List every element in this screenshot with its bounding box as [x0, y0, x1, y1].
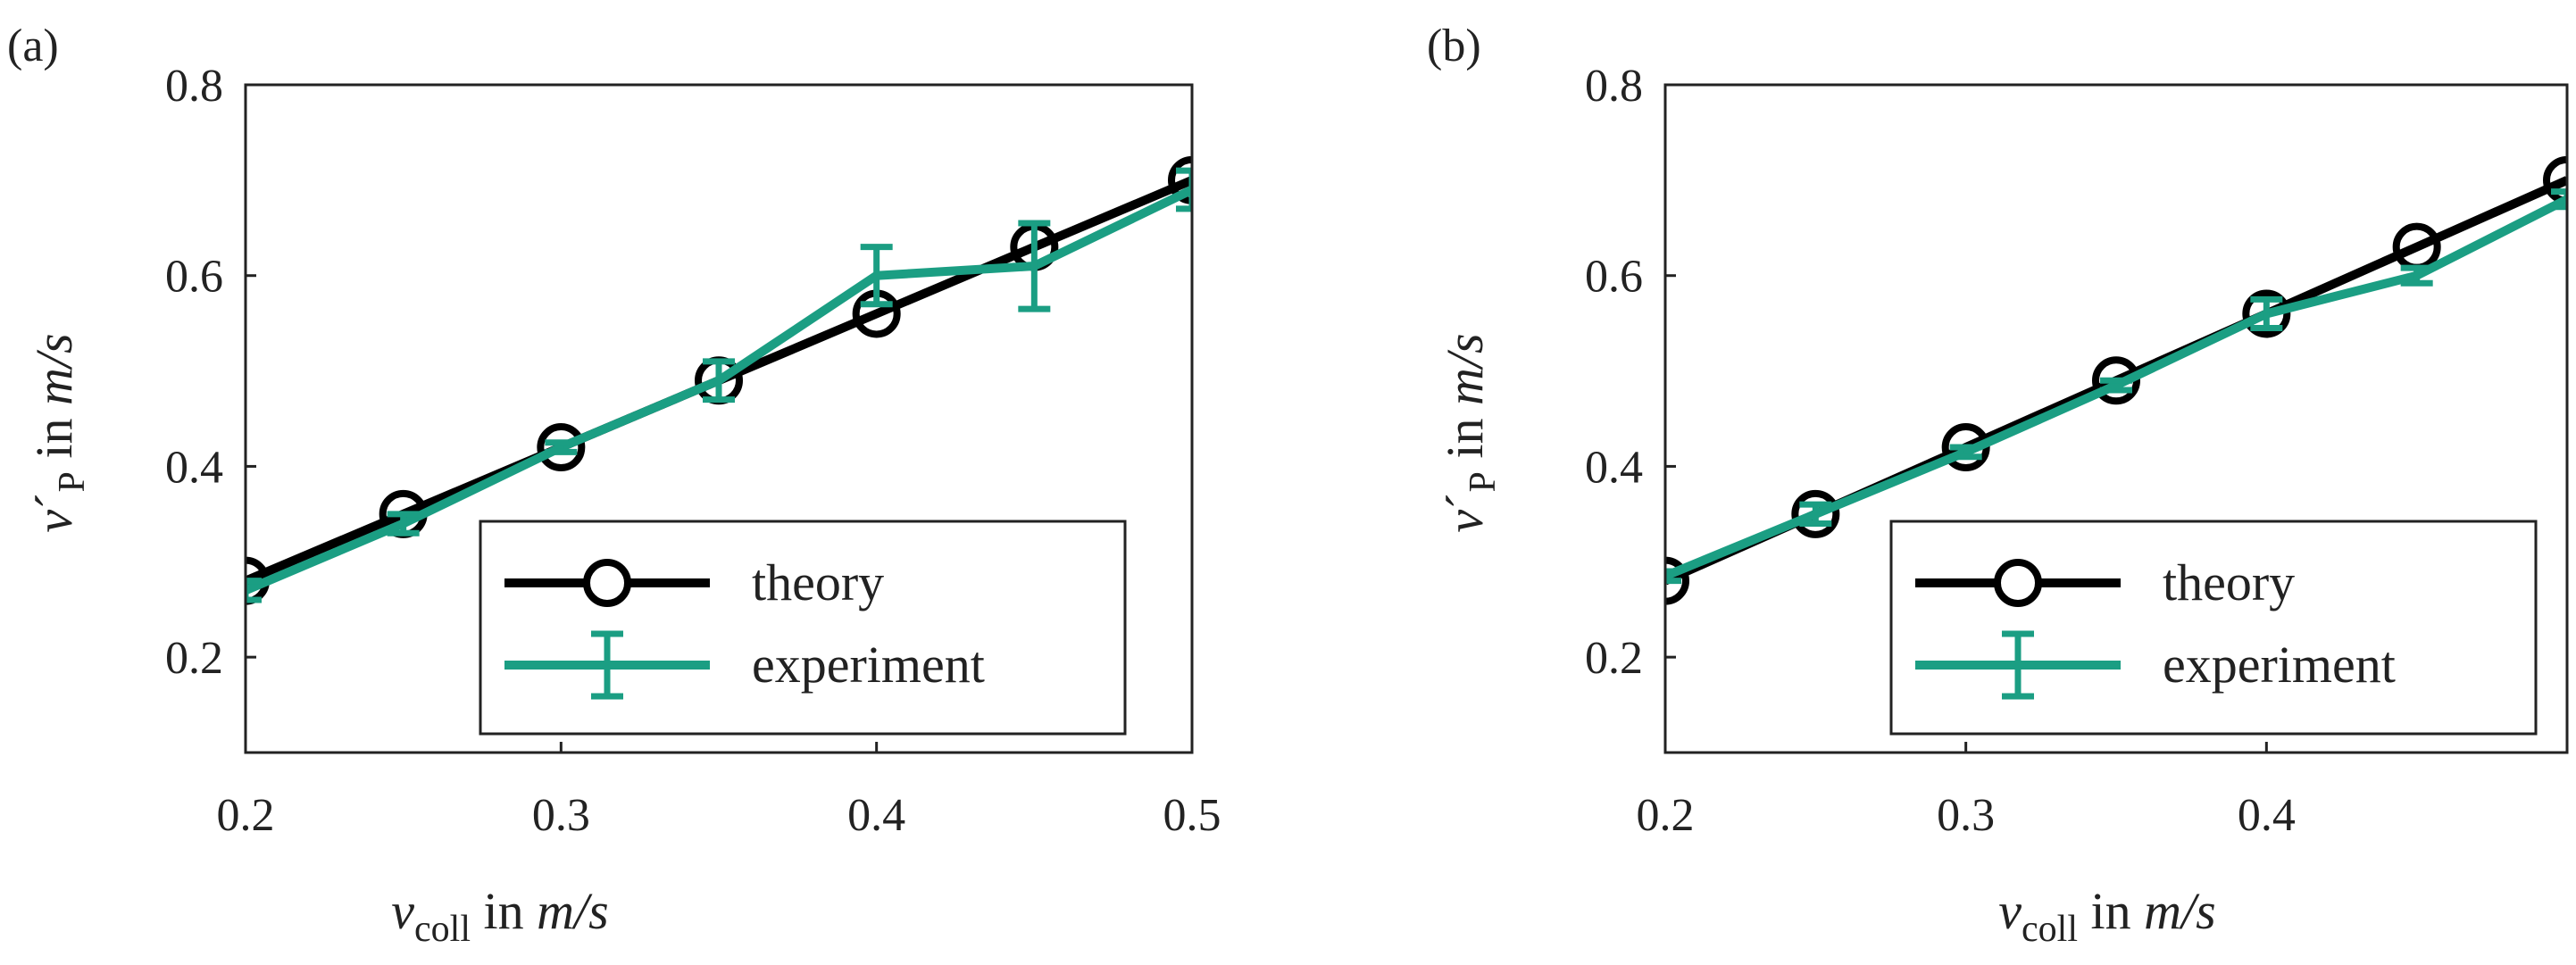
- panel-b: (b) v´P in m/s vcoll in m/s 0.2 0.3 0.4 …: [1427, 21, 2569, 950]
- panel-b-legend-theory-label: theory: [2163, 553, 2295, 611]
- panel-b-theory-point: [1665, 556, 1689, 605]
- panel-b-experiment-errorbar: [2551, 188, 2567, 211]
- panel-a-theory-point: [537, 423, 586, 472]
- panel-a-experiment-errorbar: [246, 578, 262, 603]
- panel-b-theory-point: [2543, 155, 2567, 204]
- panel-b-y-axis-label: v´P in m/s: [1436, 333, 1504, 532]
- panel-b-y-ticks: 0.2 0.4 0.6 0.8: [1585, 61, 1643, 684]
- panel-b-y-tick: 0.4: [1585, 442, 1643, 493]
- panel-a-experiment-errorbar: [703, 358, 735, 403]
- panel-b-experiment-errorbar: [2400, 264, 2433, 287]
- panel-b-y-tick: 0.2: [1585, 633, 1643, 684]
- panel-a-legend-experiment-label: experiment: [752, 636, 985, 694]
- panel-b-x-axis-label: vcoll in m/s: [1998, 882, 2215, 950]
- panel-b-legend: theory experiment: [1889, 520, 2538, 736]
- panel-b-experiment-errorbar: [1949, 444, 1982, 461]
- panel-a-legend-box: [479, 520, 1127, 736]
- panel-a-y-tick: 0.8: [165, 61, 223, 112]
- panel-b-x-tick: 0.2: [1637, 790, 1695, 841]
- panel-b-legend-experiment-marker: [2002, 630, 2034, 700]
- panel-a-x-tick: 0.5: [1163, 790, 1221, 841]
- panel-a-x-tick: 0.2: [217, 790, 275, 841]
- panel-b-experiment-errorbar: [1665, 568, 1681, 585]
- panel-b-theory-point: [1791, 489, 1840, 538]
- panel-b-y-tick: 0.8: [1585, 61, 1643, 112]
- panel-b-y-tick: 0.6: [1585, 252, 1643, 303]
- panel-a-experiment-errorbar: [860, 244, 893, 308]
- panel-a-label: (a): [7, 21, 59, 71]
- panel-a-x-ticks: 0.2 0.3 0.4 0.5: [217, 790, 1221, 841]
- panel-b-axes-box: [1663, 83, 2569, 754]
- panel-a-legend-theory-marker: [583, 559, 631, 607]
- panel-a-x-tick: 0.4: [847, 790, 905, 841]
- panel-b-x-tick: 0.4: [2238, 790, 2296, 841]
- panel-a-experiment-errorbar: [387, 511, 420, 537]
- panel-b-legend-box: [1889, 520, 2538, 736]
- panel-b-x-tick: 0.3: [1937, 790, 1995, 841]
- panel-a-x-axis-label: vcoll in m/s: [391, 882, 608, 950]
- panel-b-label: (b): [1427, 21, 1481, 71]
- panel-a-plot-area: [246, 155, 1192, 605]
- panel-a-experiment-errorbar: [1018, 220, 1051, 312]
- panel-a-legend-experiment-marker: [591, 630, 623, 700]
- panel-b-theory-point: [2242, 289, 2291, 338]
- panel-a-theory-point: [1168, 155, 1192, 204]
- panel-a-y-tick: 0.2: [165, 633, 223, 684]
- panel-a-axes-box: [244, 83, 1194, 754]
- panel-a-experiment-errorbar: [1176, 167, 1192, 212]
- panel-b-legend-experiment-label: experiment: [2163, 636, 2396, 694]
- panel-b-experiment-errorbar: [1799, 501, 1832, 528]
- panel-a-y-tick: 0.6: [165, 252, 223, 303]
- panel-a: (a) v´P in m/s vcoll in m/s 0.2 0.3 0.4 …: [7, 21, 1221, 950]
- panel-b-experiment-errorbar: [2100, 377, 2132, 394]
- panel-a-y-ticks: 0.2 0.4 0.6 0.8: [165, 61, 223, 684]
- panel-a-x-tick: 0.3: [532, 790, 590, 841]
- panel-a-y-tick: 0.4: [165, 442, 223, 493]
- panel-a-legend-theory-label: theory: [752, 553, 884, 611]
- panel-b-plot-area: [1665, 155, 2567, 605]
- panel-b-x-ticks: 0.2 0.3 0.4: [1637, 790, 2296, 841]
- panel-a-experiment-errorbar: [545, 439, 578, 455]
- panel-a-y-axis-label: v´P in m/s: [25, 333, 93, 532]
- panel-a-legend: theory experiment: [479, 520, 1127, 736]
- panel-b-theory-point: [2092, 356, 2140, 405]
- panel-b-legend-theory-marker: [1994, 559, 2042, 607]
- panel-b-experiment-errorbar: [2250, 295, 2283, 331]
